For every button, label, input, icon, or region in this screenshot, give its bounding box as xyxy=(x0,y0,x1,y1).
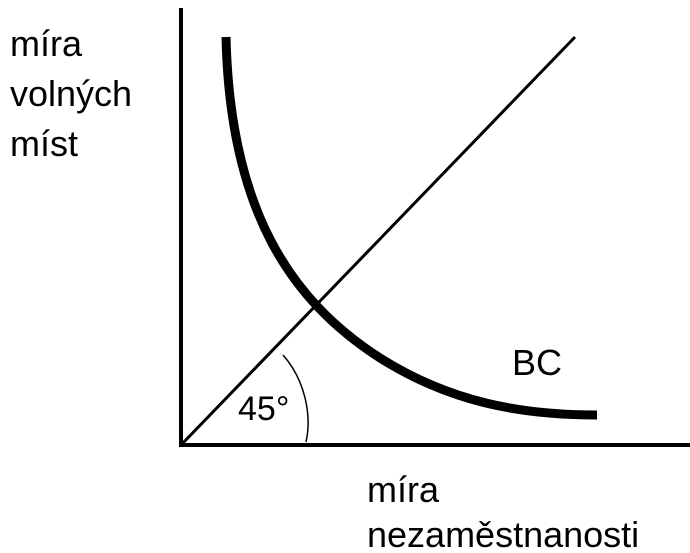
y-label-line: míst xyxy=(10,123,78,164)
diagonal-line xyxy=(179,35,577,447)
angle-label: 45° xyxy=(238,390,289,428)
curve-label: BC xyxy=(512,342,562,383)
y-label-line: míra xyxy=(10,23,83,64)
y-label-line: volných xyxy=(10,73,132,114)
angle-arc xyxy=(282,354,309,443)
bc-curve xyxy=(221,36,598,420)
x-label-line: nezaměstnanosti xyxy=(367,514,639,553)
x-label-line: míra xyxy=(367,469,440,510)
